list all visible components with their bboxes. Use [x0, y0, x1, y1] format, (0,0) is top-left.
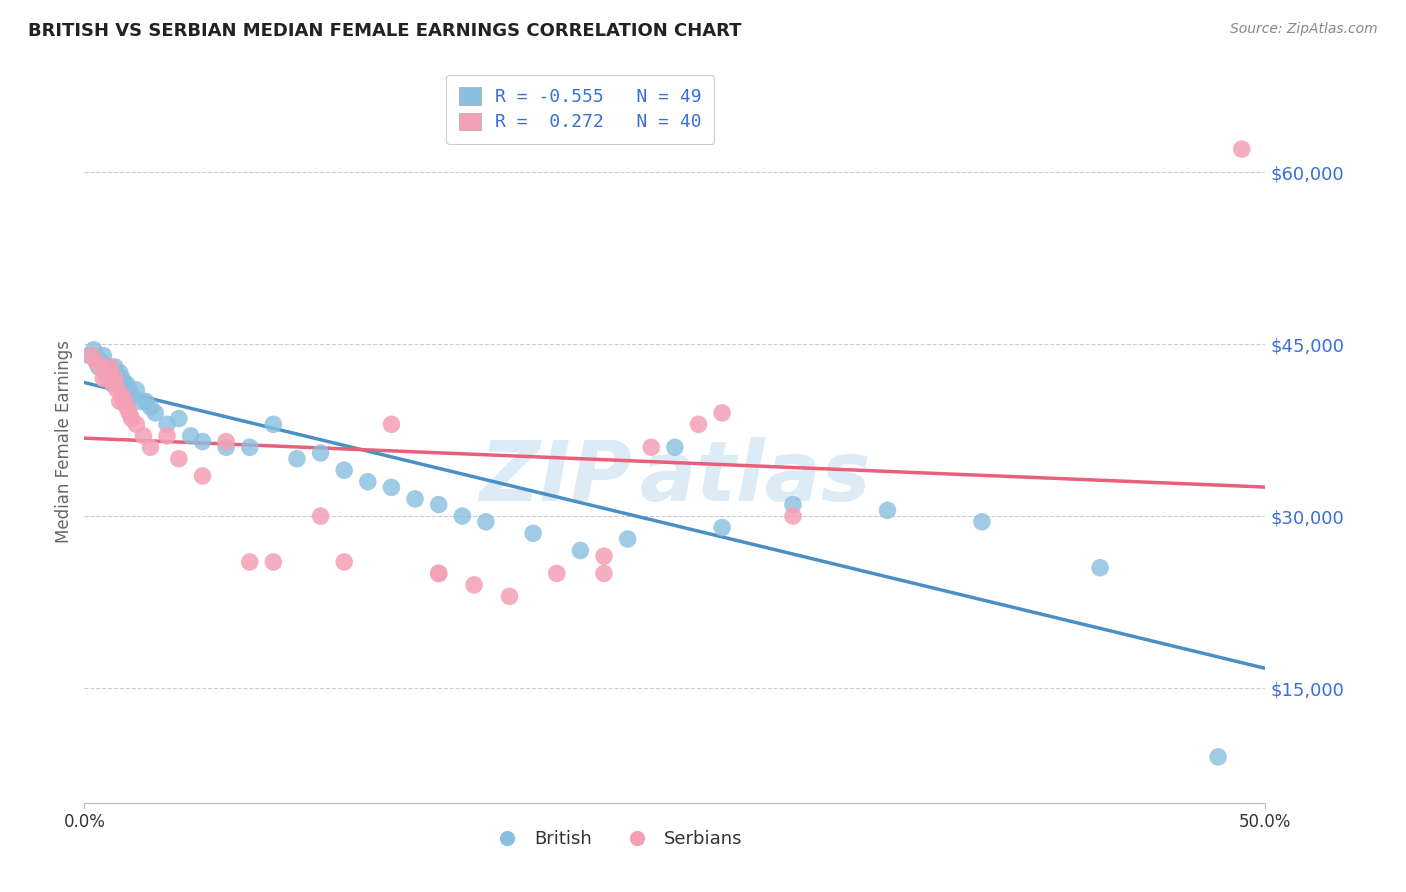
Point	[156, 429, 179, 443]
Point	[239, 440, 262, 454]
Point	[664, 440, 686, 454]
Point	[156, 417, 179, 432]
Point	[285, 451, 308, 466]
Point	[711, 406, 734, 420]
Point	[380, 480, 402, 494]
Point	[101, 366, 124, 380]
Point	[380, 417, 402, 432]
Point	[239, 555, 262, 569]
Point	[1230, 142, 1253, 156]
Point	[167, 411, 190, 425]
Point	[114, 377, 136, 392]
Point	[191, 434, 214, 449]
Point	[427, 566, 450, 581]
Point	[333, 463, 356, 477]
Point	[77, 349, 100, 363]
Point	[101, 377, 124, 392]
Point	[215, 434, 238, 449]
Point	[108, 394, 131, 409]
Point	[114, 394, 136, 409]
Point	[309, 446, 332, 460]
Point	[593, 549, 616, 564]
Point	[640, 440, 662, 454]
Point	[118, 383, 141, 397]
Point	[94, 359, 117, 374]
Point	[139, 400, 162, 414]
Point	[427, 498, 450, 512]
Point	[97, 371, 120, 385]
Point	[125, 383, 148, 397]
Point	[83, 343, 105, 357]
Point	[463, 578, 485, 592]
Point	[90, 359, 112, 374]
Point	[107, 383, 129, 397]
Point	[876, 503, 898, 517]
Point	[475, 515, 498, 529]
Point	[215, 440, 238, 454]
Point	[135, 394, 157, 409]
Point	[107, 371, 129, 385]
Legend: British, Serbians: British, Serbians	[482, 822, 749, 855]
Point	[522, 526, 544, 541]
Point	[167, 451, 190, 466]
Point	[782, 509, 804, 524]
Text: Source: ZipAtlas.com: Source: ZipAtlas.com	[1230, 22, 1378, 37]
Point	[90, 354, 112, 368]
Point	[711, 520, 734, 534]
Point	[451, 509, 474, 524]
Point	[121, 389, 143, 403]
Point	[616, 532, 638, 546]
Point	[782, 498, 804, 512]
Point	[546, 566, 568, 581]
Point	[309, 509, 332, 524]
Point	[111, 389, 134, 403]
Point	[1206, 750, 1229, 764]
Point	[180, 429, 202, 443]
Y-axis label: Median Female Earnings: Median Female Earnings	[55, 340, 73, 543]
Point	[98, 359, 121, 374]
Point	[104, 359, 127, 374]
Point	[139, 440, 162, 454]
Point	[118, 406, 141, 420]
Point	[84, 354, 107, 368]
Point	[115, 377, 138, 392]
Point	[104, 371, 127, 385]
Point	[1088, 560, 1111, 574]
Point	[129, 394, 152, 409]
Point	[115, 400, 138, 414]
Point	[108, 366, 131, 380]
Point	[84, 354, 107, 368]
Point	[94, 366, 117, 380]
Point	[262, 555, 284, 569]
Point	[357, 475, 380, 489]
Point	[593, 566, 616, 581]
Point	[97, 366, 120, 380]
Point	[262, 417, 284, 432]
Point	[191, 469, 214, 483]
Point	[569, 543, 592, 558]
Point	[333, 555, 356, 569]
Point	[143, 406, 166, 420]
Text: BRITISH VS SERBIAN MEDIAN FEMALE EARNINGS CORRELATION CHART: BRITISH VS SERBIAN MEDIAN FEMALE EARNING…	[28, 22, 741, 40]
Point	[91, 371, 114, 385]
Point	[125, 417, 148, 432]
Point	[427, 566, 450, 581]
Point	[688, 417, 710, 432]
Point	[498, 590, 520, 604]
Point	[87, 359, 110, 374]
Point	[132, 429, 155, 443]
Point	[111, 371, 134, 385]
Point	[121, 411, 143, 425]
Point	[80, 349, 103, 363]
Point	[98, 359, 121, 374]
Point	[91, 349, 114, 363]
Text: ZIP atlas: ZIP atlas	[479, 437, 870, 518]
Point	[970, 515, 993, 529]
Point	[404, 491, 426, 506]
